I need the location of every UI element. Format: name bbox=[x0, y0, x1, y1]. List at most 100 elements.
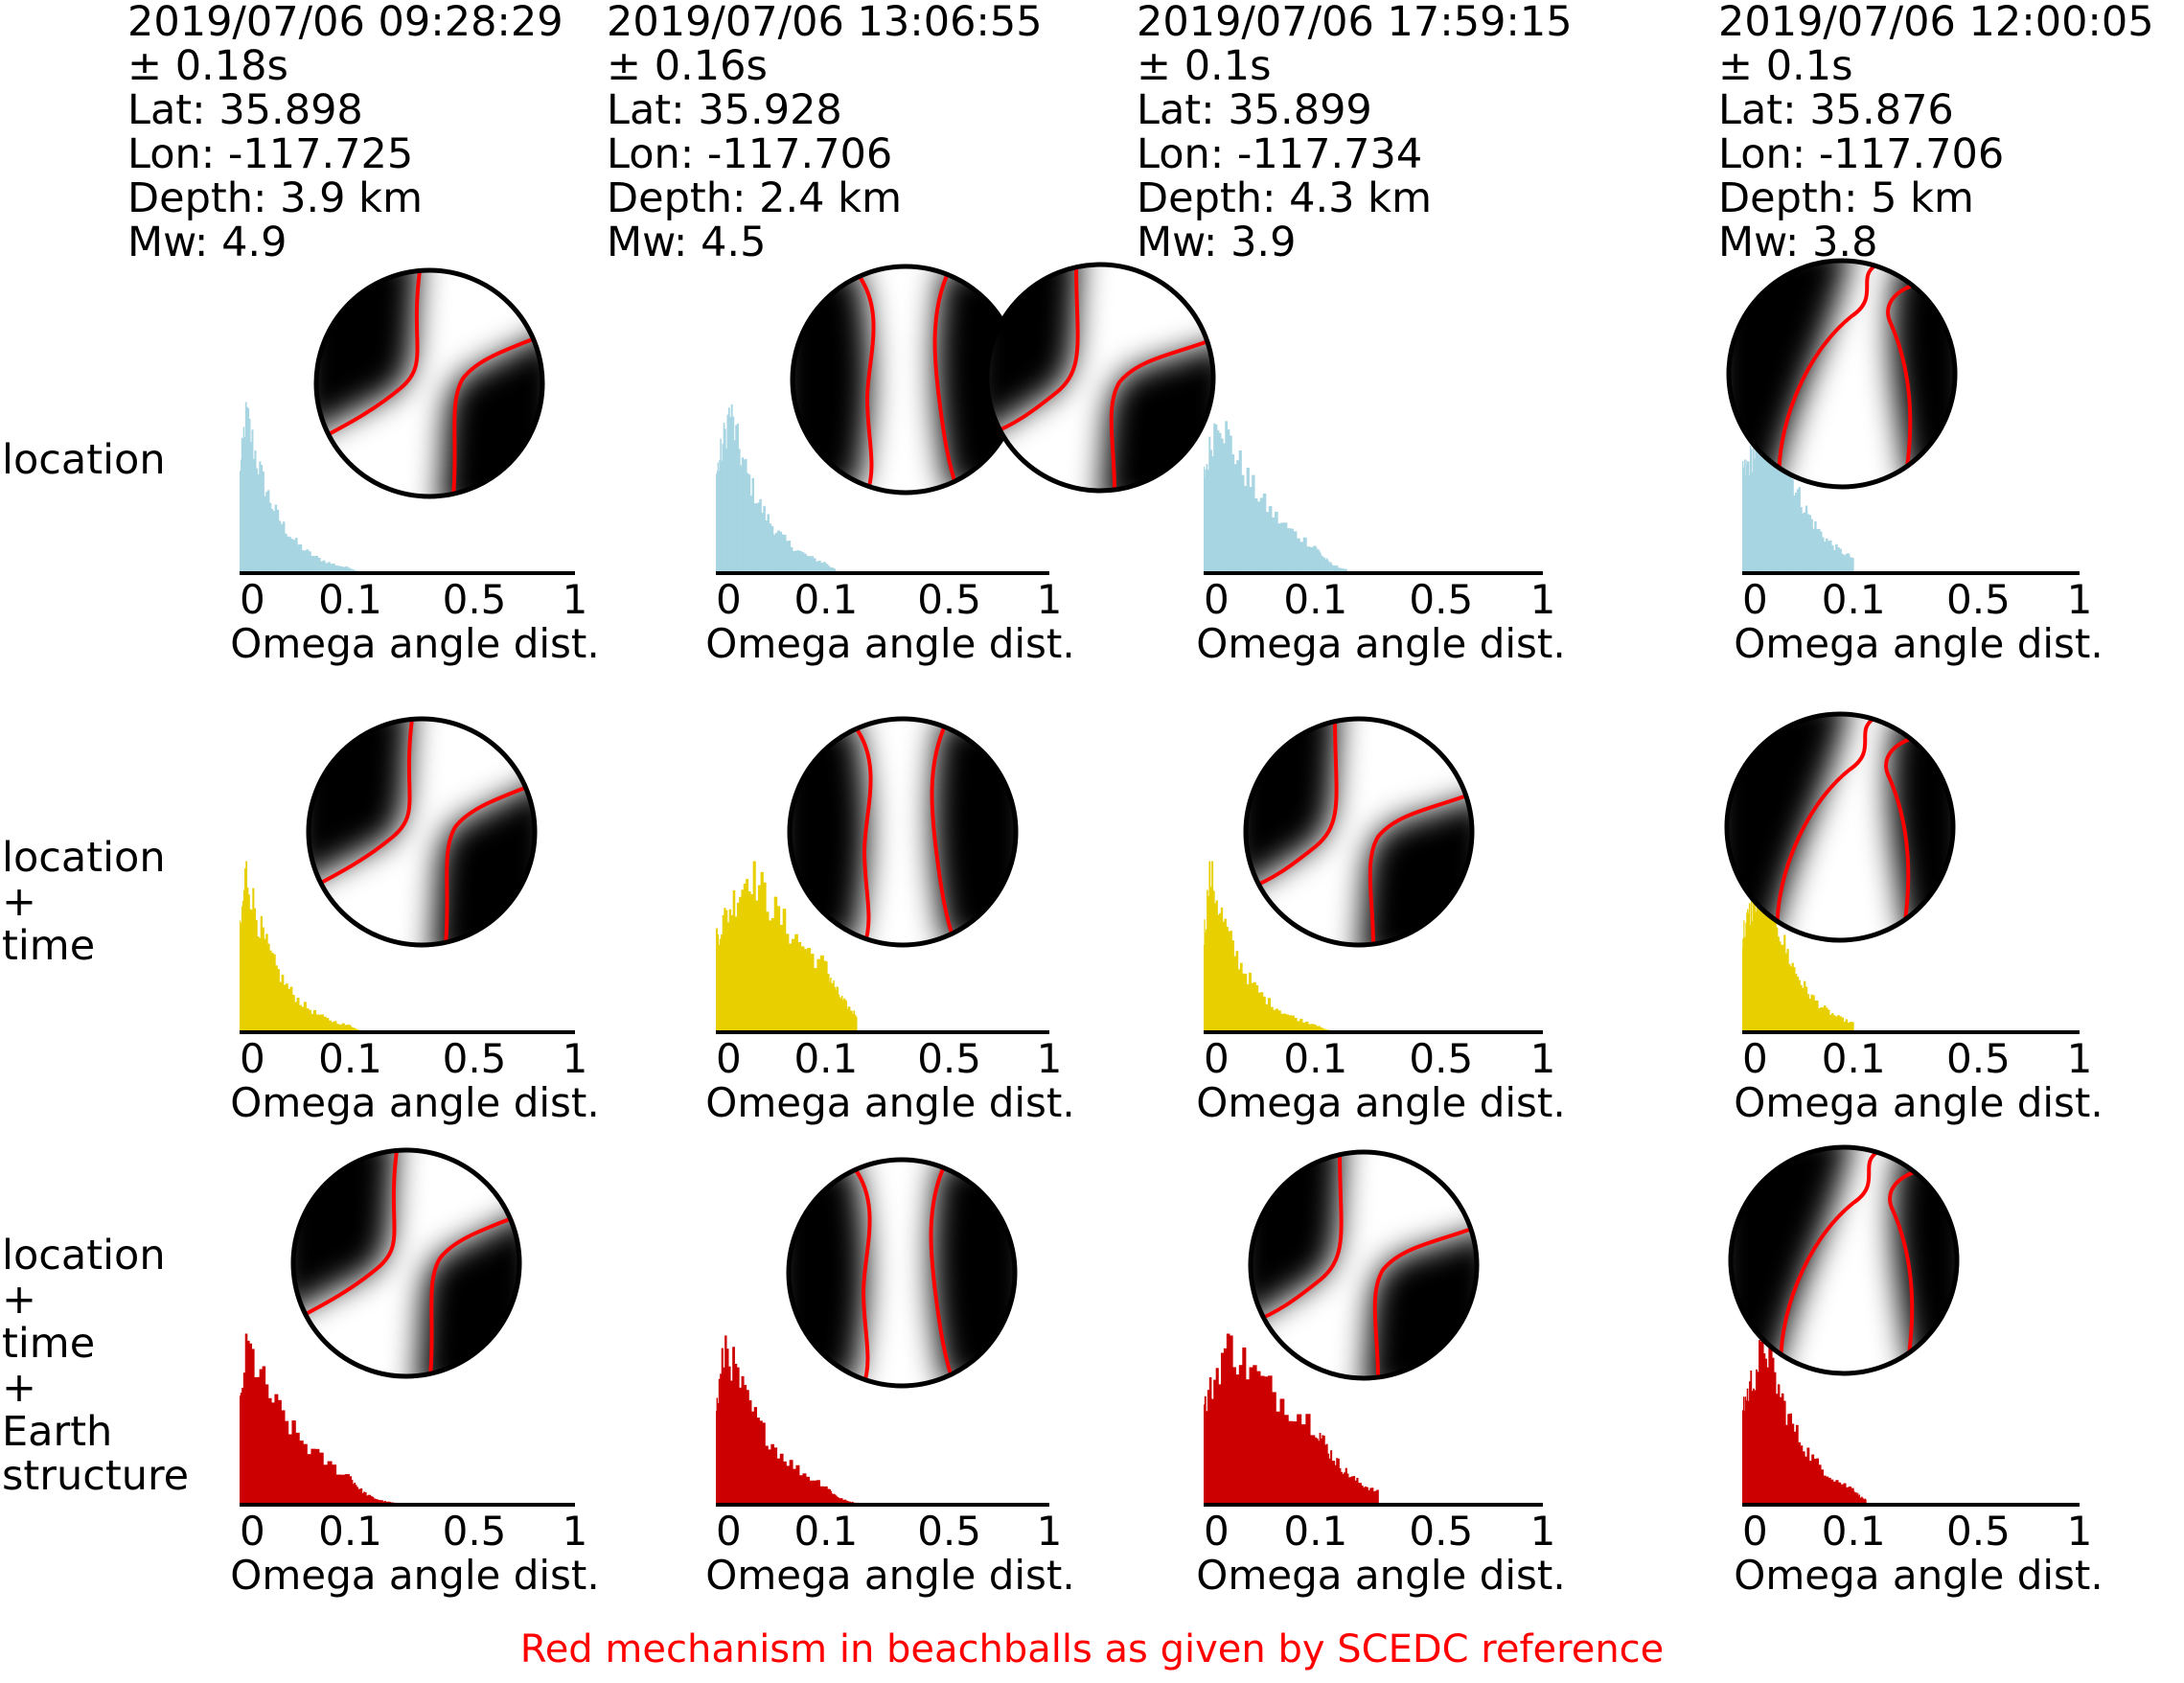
x-tick-label: 0 bbox=[1742, 576, 1768, 623]
x-tick-label: 0.5 bbox=[1946, 1508, 2011, 1555]
histogram-bar bbox=[838, 1497, 840, 1505]
histogram-bar bbox=[262, 471, 264, 573]
histogram-bar bbox=[1317, 549, 1319, 573]
histogram-bar bbox=[843, 1499, 845, 1505]
histogram-bar bbox=[257, 935, 260, 1032]
histogram-bar bbox=[1260, 992, 1264, 1032]
histogram-bar bbox=[1796, 976, 1800, 1032]
histogram-bar bbox=[1774, 405, 1777, 573]
histogram-bar bbox=[1342, 567, 1345, 573]
histogram-bar bbox=[1808, 515, 1811, 573]
histogram-bar bbox=[1744, 475, 1746, 573]
histogram-bar bbox=[1272, 1392, 1276, 1505]
histogram-bar bbox=[301, 1006, 305, 1032]
histogram-bar bbox=[753, 1407, 758, 1505]
histogram-bar bbox=[1334, 1464, 1337, 1505]
histogram-bar bbox=[716, 1397, 719, 1505]
histogram-bar bbox=[352, 1027, 355, 1032]
histogram-bar bbox=[828, 565, 830, 573]
histogram-bar bbox=[726, 414, 729, 573]
histogram-bar bbox=[1800, 1445, 1804, 1505]
histogram-bar bbox=[1766, 1367, 1769, 1505]
histogram-bar bbox=[1293, 531, 1298, 573]
histogram-bar bbox=[1831, 1013, 1834, 1032]
histogram-bar bbox=[367, 1494, 370, 1505]
histogram-bar bbox=[810, 954, 815, 1032]
histogram-bar bbox=[335, 1474, 341, 1505]
histogram-bar bbox=[1218, 1384, 1222, 1505]
histogram-bar bbox=[750, 1411, 755, 1505]
histogram-bar bbox=[1310, 1024, 1315, 1032]
histogram-bar bbox=[1805, 505, 1808, 573]
histogram-bar bbox=[310, 555, 314, 573]
histogram-bar bbox=[1757, 426, 1759, 573]
histogram-bar bbox=[1756, 890, 1759, 1032]
histogram-bar bbox=[1337, 1458, 1340, 1505]
histogram-bar bbox=[792, 938, 795, 1032]
histogram-bar bbox=[803, 553, 807, 573]
histogram-bar bbox=[1789, 474, 1793, 573]
histogram-bar bbox=[1207, 889, 1208, 1032]
histogram-bar bbox=[1757, 893, 1759, 1032]
histogram-bar bbox=[320, 561, 324, 573]
histogram-bar bbox=[757, 885, 762, 1032]
histogram-bar bbox=[1302, 537, 1307, 573]
histogram-bar bbox=[830, 978, 832, 1032]
histogram-bar bbox=[839, 1498, 842, 1505]
histogram-bar bbox=[350, 568, 352, 573]
histogram-bar bbox=[307, 1454, 311, 1505]
histogram-bar bbox=[1851, 1022, 1854, 1032]
histogram-bar bbox=[1821, 1469, 1825, 1505]
histogram-bar bbox=[750, 893, 754, 1032]
histogram-bar bbox=[304, 550, 307, 573]
histogram-bar bbox=[1859, 1497, 1861, 1505]
histogram-bar bbox=[1865, 1499, 1867, 1505]
histogram-bar bbox=[1243, 486, 1248, 573]
event-mw: Mw: 4.9 bbox=[127, 219, 287, 266]
histogram-bar bbox=[1835, 1480, 1839, 1505]
histogram-bar bbox=[375, 1498, 378, 1505]
histogram-bar bbox=[1808, 998, 1811, 1032]
histogram-bar bbox=[1339, 1467, 1342, 1505]
histogram-bar bbox=[244, 402, 247, 573]
histogram-bar bbox=[831, 567, 833, 573]
histogram-bar bbox=[1854, 1492, 1857, 1505]
x-tick-label: 0 bbox=[1204, 576, 1230, 623]
row-label-location: location bbox=[2, 436, 166, 484]
histogram-bar bbox=[352, 1484, 355, 1505]
histogram-bar bbox=[1280, 522, 1285, 573]
histogram-bar bbox=[779, 924, 784, 1032]
histogram-bar bbox=[318, 1014, 322, 1032]
histogram-bar bbox=[246, 1340, 250, 1505]
x-tick-label: 0.1 bbox=[318, 1508, 382, 1555]
histogram-bar bbox=[794, 550, 798, 573]
histogram-bar bbox=[1814, 520, 1817, 573]
histogram-bar bbox=[805, 1476, 811, 1505]
histogram-bar bbox=[1779, 422, 1782, 573]
histogram-bar bbox=[726, 922, 730, 1032]
histogram-bar bbox=[1744, 936, 1746, 1032]
histogram-bar bbox=[1333, 1461, 1336, 1505]
histogram-bar bbox=[1374, 1490, 1377, 1505]
histogram-bar bbox=[770, 1443, 774, 1505]
event-lat: Lat: 35.876 bbox=[1718, 86, 1954, 134]
histogram-bar bbox=[752, 861, 756, 1032]
histogram-bar bbox=[1326, 559, 1329, 573]
histogram-bar bbox=[265, 934, 268, 1032]
histogram-bar bbox=[855, 1016, 858, 1032]
x-tick-label: 0.1 bbox=[1822, 1508, 1886, 1555]
histogram-bar bbox=[1322, 1435, 1325, 1505]
histogram-bar bbox=[279, 981, 283, 1032]
histogram-bar bbox=[1225, 421, 1229, 573]
histogram-bar bbox=[794, 934, 798, 1032]
histogram-bar bbox=[755, 900, 759, 1032]
histogram-bar bbox=[747, 473, 749, 573]
histogram-bar bbox=[1754, 1390, 1757, 1505]
histogram-bar bbox=[1776, 927, 1779, 1032]
beachball bbox=[290, 1147, 522, 1379]
x-axis-label: Omega angle dist. bbox=[705, 1552, 1074, 1599]
histogram-bar bbox=[265, 491, 268, 573]
histogram-bar bbox=[763, 505, 766, 573]
histogram-bar bbox=[806, 555, 810, 573]
